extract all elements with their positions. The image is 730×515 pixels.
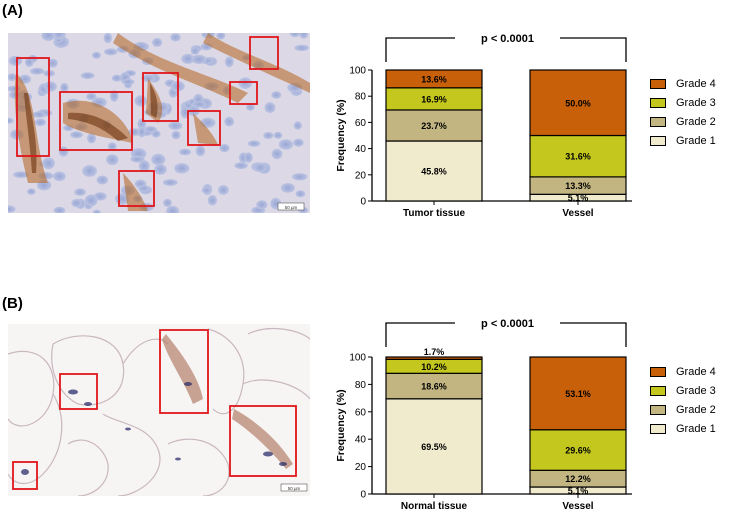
legend-swatch-grade-3 — [650, 97, 666, 108]
micrograph-normal-tissue: 50 µm — [8, 324, 310, 496]
panel-label-a: (A) — [2, 2, 23, 19]
y-tick-label: 40 — [355, 435, 367, 446]
stacked-bar-chart-normal: 0 20 40 60 80 100 Frequency (%) 69.5% 18.6% 10.2%… — [335, 318, 632, 512]
data-label: 13.3% — [565, 181, 591, 191]
legend-item: Grade 1 — [650, 419, 716, 438]
y-tick-label: 0 — [360, 197, 366, 208]
data-label: 5.1% — [568, 193, 589, 203]
p-value-annotation: p < 0.0001 — [481, 33, 534, 45]
legend-swatch-grade-4 — [650, 366, 666, 377]
data-label: 45.8% — [421, 167, 447, 177]
bar-segment — [385, 69, 483, 89]
data-label: 16.9% — [421, 94, 447, 104]
legend-item: Grade 3 — [650, 381, 716, 400]
micrograph-tumor-tissue: 50 µm — [8, 33, 310, 213]
bar-segment — [385, 356, 483, 360]
y-tick-label: 100 — [349, 353, 366, 364]
bar-segment — [385, 372, 483, 400]
legend-swatch-grade-2 — [650, 116, 666, 127]
bar-segment — [385, 398, 483, 495]
legend-item: Grade 4 — [650, 362, 716, 381]
data-label: 1.7% — [424, 347, 445, 357]
legend-label: Grade 1 — [676, 422, 716, 435]
y-tick-label: 80 — [355, 380, 367, 391]
x-tick-label: Tumor tissue — [403, 208, 465, 219]
legend-item: Grade 1 — [650, 131, 716, 150]
legend-label: Grade 1 — [676, 134, 716, 147]
legend-swatch-grade-3 — [650, 385, 666, 396]
data-label: 23.7% — [421, 121, 447, 131]
y-tick-label: 40 — [355, 144, 367, 155]
p-value-annotation: p < 0.0001 — [481, 318, 534, 330]
legend-swatch-grade-4 — [650, 78, 666, 89]
data-label: 53.1% — [565, 389, 591, 399]
stained-vessels — [162, 334, 293, 469]
highlight-boxes — [12, 329, 297, 490]
data-label: 31.6% — [565, 152, 591, 162]
significance-bracket-left — [385, 322, 455, 347]
bar-segment — [529, 356, 627, 431]
y-tick-label: 60 — [355, 118, 367, 129]
legend-item: Grade 2 — [650, 112, 716, 131]
y-tick-label: 20 — [355, 170, 367, 181]
legend-label: Grade 4 — [676, 365, 716, 378]
stacked-bar-chart-tumor: 0 20 40 60 80 100 Frequency (%) 45.8% 23.7% 16.9%… — [335, 33, 632, 219]
legend-item: Grade 4 — [650, 74, 716, 93]
data-label: 29.6% — [565, 446, 591, 456]
scale-bar-label: 50 µm — [285, 205, 298, 210]
legend-label: Grade 4 — [676, 77, 716, 90]
x-tick-label: Vessel — [562, 208, 593, 219]
bar-segment — [529, 69, 627, 137]
x-tick-label: Vessel — [562, 501, 593, 512]
significance-bracket-right — [560, 322, 627, 347]
y-tick-label: 100 — [349, 66, 366, 77]
data-label: 10.2% — [421, 362, 447, 372]
data-label: 18.6% — [421, 382, 447, 392]
scale-bar-label: 50 µm — [288, 486, 301, 491]
bar-segment — [385, 140, 483, 202]
bar-segment — [529, 429, 627, 471]
legend-swatch-grade-2 — [650, 404, 666, 415]
significance-bracket-right — [560, 37, 627, 62]
bar-segment — [529, 134, 627, 178]
y-axis-label: Frequency (%) — [335, 389, 347, 461]
significance-bracket-left — [385, 37, 455, 62]
data-label: 69.5% — [421, 442, 447, 452]
data-label: 13.6% — [421, 74, 447, 84]
highlight-boxes — [16, 36, 279, 207]
y-tick-label: 80 — [355, 92, 367, 103]
legend-a: Grade 4 Grade 3 Grade 2 Grade 1 — [650, 74, 716, 150]
data-label: 5.1% — [568, 486, 589, 496]
y-tick-label: 60 — [355, 407, 367, 418]
legend-item: Grade 2 — [650, 400, 716, 419]
panel-label-b: (B) — [2, 295, 23, 312]
legend-swatch-grade-1 — [650, 135, 666, 146]
legend-label: Grade 2 — [676, 403, 716, 416]
data-label: 12.2% — [565, 474, 591, 484]
y-tick-label: 0 — [360, 490, 366, 501]
legend-label: Grade 3 — [676, 96, 716, 109]
x-tick-label: Normal tissue — [401, 501, 468, 512]
legend-swatch-grade-1 — [650, 423, 666, 434]
legend-label: Grade 2 — [676, 115, 716, 128]
y-axis-label: Frequency (%) — [335, 99, 347, 171]
legend-b: Grade 4 Grade 3 Grade 2 Grade 1 — [650, 362, 716, 438]
y-tick-label: 20 — [355, 462, 367, 473]
data-label: 50.0% — [565, 98, 591, 108]
legend-item: Grade 3 — [650, 93, 716, 112]
legend-label: Grade 3 — [676, 384, 716, 397]
